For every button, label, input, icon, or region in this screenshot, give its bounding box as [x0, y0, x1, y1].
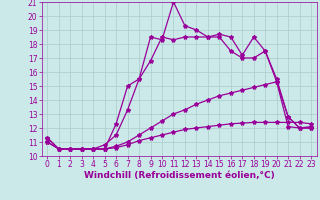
X-axis label: Windchill (Refroidissement éolien,°C): Windchill (Refroidissement éolien,°C) [84, 171, 275, 180]
